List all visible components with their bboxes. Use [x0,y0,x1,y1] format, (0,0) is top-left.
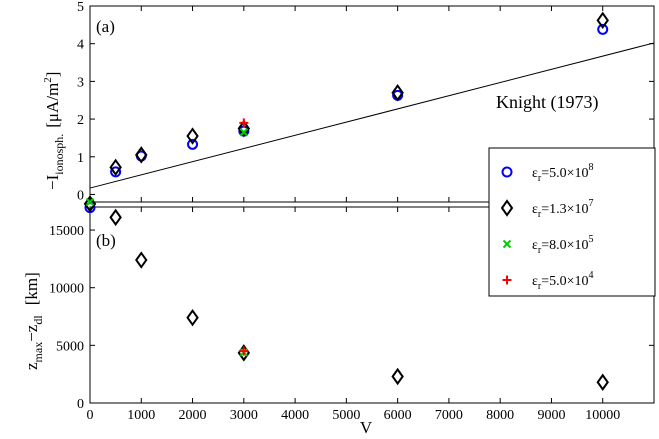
panel-a-label: (a) [96,17,115,36]
panel-b-point-diamond [109,208,122,227]
x-tick-label: 8000 [486,408,514,423]
x-tick-label: 4000 [281,408,309,423]
legend-label: εr=5.0×104 [532,270,594,292]
panel-b-y-label-sub1: max [31,342,45,363]
panel-a-y-tick-label: 3 [77,75,84,90]
panel-a-y-units-close: ] [43,72,62,78]
x-tick-label: 10000 [585,408,620,423]
panel-b-markers [109,208,609,391]
panel-a-y-label-sub: ionosph. [52,134,66,175]
panel-a-y-tick-label: 0 [77,188,84,203]
panel-a-point-diamond [391,83,404,102]
panel-a: 0 1 2 3 4 5 (a) Knight (1973) −Iionosph. [μA/m… [42,0,655,214]
panel-a-y-tick-label: 2 [77,113,84,128]
knight-annotation: Knight (1973) [496,92,599,113]
panel-a-point-x [85,197,95,207]
panel-b-point-diamond [186,308,199,327]
panel-a-point-diamond [596,11,609,30]
x-tick-label: 7000 [435,408,463,423]
panel-a-y-tick-label: 5 [77,0,84,15]
legend-label: εr=1.3×107 [532,198,594,220]
panel-a-point-x [239,128,249,137]
panel-b-y-tick-label: 15000 [49,224,84,239]
legend-marker-plus [502,275,512,285]
legend-value: =8.0×10 [541,238,588,253]
legend-value: =1.3×10 [541,202,588,217]
x-tick-label: 9000 [537,408,565,423]
panel-a-point-diamond [237,119,251,138]
legend-box [488,147,656,297]
legend-exponent: 8 [589,162,594,173]
legend-eps-sub: r [538,173,542,184]
legend-value: =5.0×10 [541,166,588,181]
panel-b-y-label: zmax−zdl [km] [22,272,45,370]
legend-label: εr=8.0×105 [532,234,594,256]
panel-a-y-units: [μA/m [43,83,62,128]
legend-entry: εr=1.3×107 [500,198,594,220]
legend-entry: εr=5.0×108 [501,162,594,184]
x-tick-label: 6000 [384,408,412,423]
panel-a-point-plus [239,118,249,128]
panel-b: 0 5000 10000 15000 0 1000 2000 3000 4000 5000 6000… [22,207,654,437]
x-tick-label: 3000 [230,408,258,423]
legend-eps: ε [532,166,538,181]
legend-exponent: 5 [589,234,594,245]
knight-line-group [89,42,655,189]
x-tick-label: 1000 [127,408,155,423]
legend-marker-circle [501,166,513,178]
panel-a-point-circle [187,138,199,150]
panel-b-frame [89,206,655,404]
panel-a-point-circle [597,23,609,35]
panel-b-point-plus [239,346,249,356]
panel-a-y-label: −Iionosph. [μA/m2] [42,72,66,190]
legend-marker-diamond [500,199,514,217]
panel-b-point-diamond [391,367,404,386]
panel-a-point-circle [110,166,122,178]
legend-eps-sub: r [538,209,542,220]
panel-b-y-units: [km] [22,272,41,305]
panel-b-y-tick-label: 0 [77,397,84,412]
legend-exponent: 7 [589,198,594,209]
legend-eps-sub: r [538,245,542,256]
panel-b-y-tick-label: 10000 [49,282,84,297]
legend-entry: εr=5.0×104 [502,270,594,292]
panel-a-y-units-sup: 2 [42,77,54,83]
panel-b-y-label-sub2: dl [31,315,45,325]
panel-a-point-diamond [135,146,148,164]
legend-eps: ε [532,274,538,289]
x-tick-label: 5000 [332,408,360,423]
legend-eps-sub: r [538,281,542,292]
panel-b-y-label-mid: −z [22,324,41,342]
panel-b-point-diamond [135,251,148,269]
x-tick-label: 0 [87,408,94,423]
panel-b-y-tick-label: 5000 [56,339,84,354]
legend-entry: εr=8.0×105 [502,234,594,256]
legend-label: εr=5.0×108 [532,162,594,184]
panel-b-ticks: 0 5000 10000 15000 0 1000 2000 3000 4000 5000 6000… [49,207,654,423]
legend-value: =5.0×10 [541,274,588,289]
panel-a-point-diamond [109,158,122,177]
panel-a-y-label-main: −I [43,174,62,190]
legend-exponent: 4 [589,270,594,281]
legend-marker-x [502,239,512,249]
panel-b-y-label-z: z [22,362,41,370]
legend-eps: ε [532,202,538,217]
panel-a-y-tick-label: 4 [77,38,84,53]
legend-eps: ε [532,238,538,253]
panel-b-label: (b) [96,231,116,250]
panel-a-frame [89,5,655,203]
x-tick-label: 2000 [179,408,207,423]
panel-a-point-diamond [186,127,199,145]
knight-line [89,42,655,189]
x-axis-label: V [360,418,373,437]
panel-b-point-diamond [596,373,609,391]
panel-a-y-tick-label: 1 [77,151,84,166]
